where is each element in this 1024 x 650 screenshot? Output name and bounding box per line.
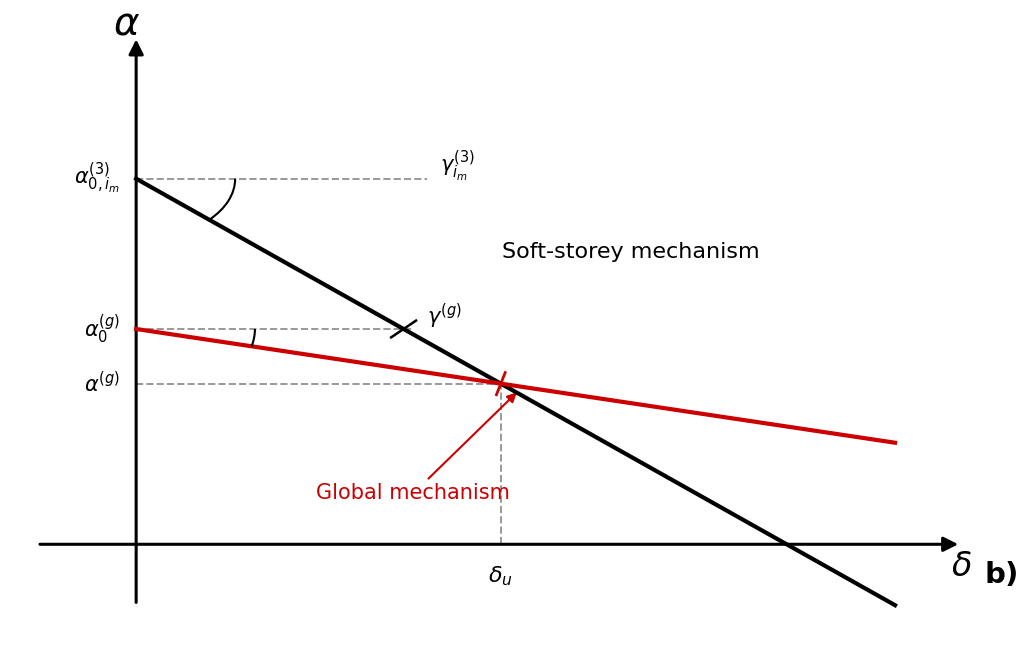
Text: $\gamma^{(g)}$: $\gamma^{(g)}$ — [427, 302, 461, 332]
Text: $\delta$: $\delta$ — [951, 551, 972, 582]
Text: $\alpha_{0,i_m}^{(3)}$: $\alpha_{0,i_m}^{(3)}$ — [74, 161, 120, 196]
Text: $\delta_u$: $\delta_u$ — [488, 565, 513, 588]
Text: Global mechanism: Global mechanism — [316, 394, 515, 503]
Text: $\mathbf{b)}$: $\mathbf{b)}$ — [984, 560, 1018, 590]
Text: $\alpha_0^{(g)}$: $\alpha_0^{(g)}$ — [84, 312, 120, 346]
Text: Soft-storey mechanism: Soft-storey mechanism — [503, 242, 760, 262]
Text: $\alpha^{(g)}$: $\alpha^{(g)}$ — [84, 371, 120, 396]
Text: $\gamma_{i_m}^{(3)}$: $\gamma_{i_m}^{(3)}$ — [439, 149, 474, 184]
Text: $\alpha$: $\alpha$ — [113, 6, 140, 43]
